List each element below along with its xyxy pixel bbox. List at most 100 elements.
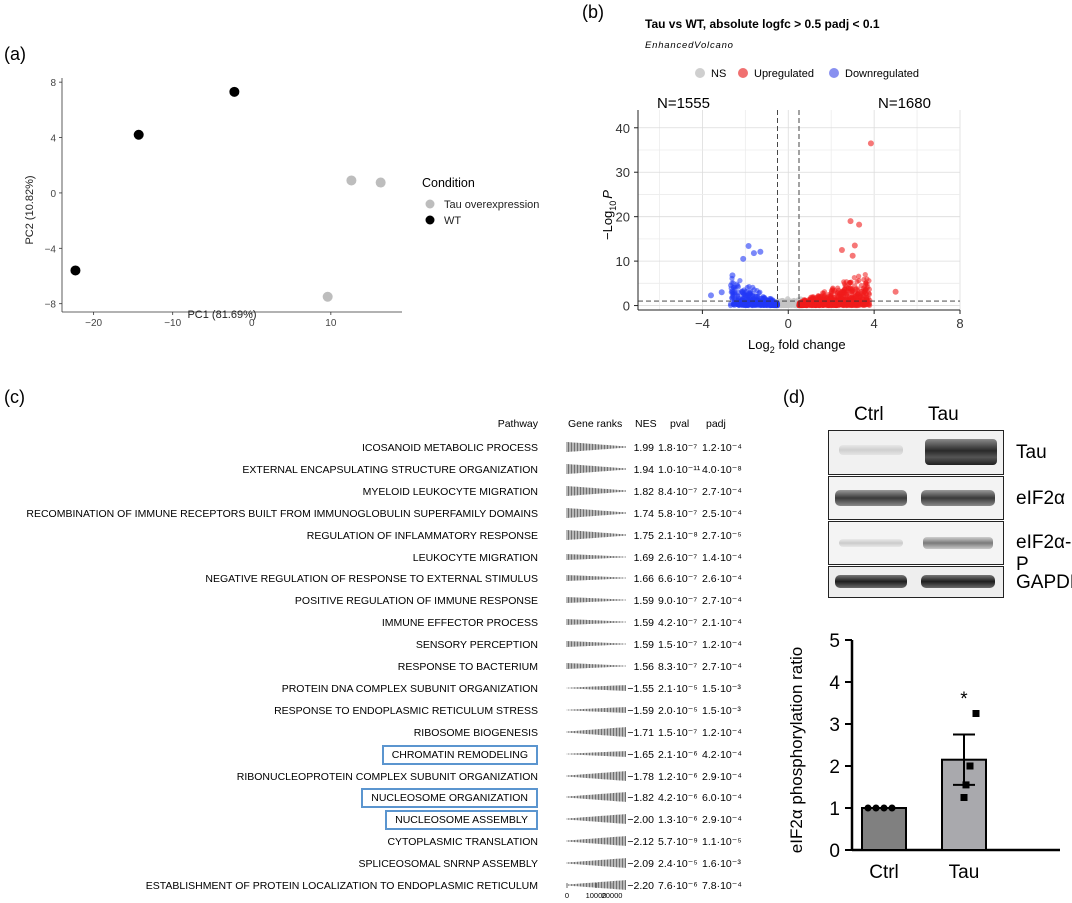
gsea-nes: −2.12: [627, 836, 654, 849]
gsea-pathway: RESPONSE TO ENDOPLASMIC RETICULUM STRESS: [274, 704, 538, 717]
volcano-point-up: [823, 301, 829, 308]
gsea-nes: −1.65: [627, 748, 654, 761]
gsea-pathway: REGULATION OF INFLAMMATORY RESPONSE: [306, 529, 538, 542]
volcano-legend-up-symbol: [738, 68, 748, 78]
volcano-annotation-right: N=1680: [878, 95, 931, 112]
gsea-row: SPLICEOSOMAL SNRNP ASSEMBLY −2.09 2.4·10⁻⁵…: [0, 858, 760, 880]
eif2a-bar-chart: 0 1 2 3 4 5 Ctrl Tau * eIF2α phosphorylation rat…: [787, 631, 1060, 883]
gsea-header-gene-ranks: Gene ranks: [568, 418, 623, 430]
gsea-table: Pathway Gene ranks NES pval padj ICOSANO…: [0, 410, 760, 903]
gsea-padj: 1.2·10⁻⁴: [702, 639, 742, 652]
eif2a-p-band-tau: [923, 537, 993, 549]
bar-y-tick-label: 1: [829, 799, 840, 820]
volcano-point-down: [767, 302, 773, 309]
gsea-padj: 2.9·10⁻⁴: [702, 770, 742, 783]
pca-point: [229, 86, 240, 97]
gsea-gene-rank-plot: [566, 529, 626, 540]
gsea-nes: 1.59: [633, 595, 654, 608]
gsea-nes: 1.66: [633, 573, 654, 586]
pca-y-tick-label: −8: [45, 300, 57, 311]
gsea-pval: 5.8·10⁻⁷: [658, 507, 698, 520]
gsea-nes: −2.00: [627, 814, 654, 827]
volcano-point-up: [851, 242, 858, 249]
volcano-point-up: [847, 280, 854, 286]
gsea-row: RECOMBINATION OF IMMUNE RECEPTORS BUILT …: [0, 507, 760, 530]
gsea-padj: 2.6·10⁻⁴: [702, 573, 742, 586]
bar-ylabel: eIF2α phosphorylation ratio: [787, 647, 806, 853]
gsea-pval: 8.4·10⁻⁷: [658, 485, 698, 498]
volcano-point-up: [855, 302, 861, 308]
volcano-title: Tau vs WT, absolute logfc > 0.5 padj < 0…: [645, 17, 880, 31]
gsea-nes: 1.99: [633, 442, 654, 454]
volcano-point-down: [750, 293, 756, 299]
pca-x-tick-label: −10: [164, 318, 181, 329]
gsea-row: EXTERNAL ENCAPSULATING STRUCTURE ORGANIZ…: [0, 463, 760, 486]
bar-significance: *: [960, 689, 968, 710]
tau-band-tau: [925, 439, 997, 465]
eif2a-band-ctrl: [835, 490, 907, 506]
gsea-gene-rank-plot: [566, 463, 626, 474]
volcano-point-down: [727, 302, 734, 309]
pca-y-tick-label: 0: [50, 189, 56, 200]
gsea-row: CHROMATIN REMODELING −1.65 2.1·10⁻⁶ 4.2·10⁻…: [0, 744, 760, 771]
gsea-pathway: RIBOSOME BIOGENESIS: [413, 726, 538, 739]
bar-point-tau: [966, 762, 974, 770]
gsea-gene-rank-plot: [566, 706, 626, 713]
pca-x-tick-label: 10: [325, 318, 337, 329]
volcano-point-down: [757, 248, 764, 255]
bar-point-ctrl: [880, 804, 888, 812]
pca-point: [133, 129, 144, 140]
gsea-pval: 2.1·10⁻⁸: [658, 529, 698, 542]
pca-point: [346, 175, 357, 186]
pca-y-tick-label: 8: [50, 78, 56, 89]
gsea-row: PROTEIN DNA COMPLEX SUBUNIT ORGANIZATION…: [0, 683, 760, 705]
pca-legend-tau-label: Tau overexpression: [444, 199, 539, 211]
bar-y-tick-label: 5: [829, 631, 840, 652]
pca-y-tick-label: 4: [50, 134, 56, 145]
volcano-legend-down-label: Downregulated: [845, 68, 919, 80]
gsea-padj: 4.0·10⁻⁸: [702, 463, 742, 476]
volcano-point-up: [808, 297, 814, 303]
gsea-pathway: SPLICEOSOMAL SNRNP ASSEMBLY: [358, 858, 538, 871]
volcano-x-tick-label: −4: [695, 316, 710, 331]
gsea-pathway: EXTERNAL ENCAPSULATING STRUCTURE ORGANIZ…: [242, 463, 538, 476]
pca-x-tick-label: 0: [249, 318, 255, 329]
gsea-nes: 1.56: [633, 661, 654, 673]
volcano-y-tick-label: 0: [623, 299, 630, 314]
gsea-nes: 1.74: [633, 507, 654, 520]
pca-legend-title: Condition: [422, 176, 475, 190]
volcano-point-down: [730, 280, 736, 286]
volcano-point-down: [718, 289, 725, 296]
gsea-nes: 1.94: [633, 463, 654, 476]
gsea-header-padj: padj: [706, 418, 726, 430]
volcano-point-down: [753, 300, 760, 307]
volcano-point-down: [730, 284, 737, 290]
bar-point-ctrl: [864, 804, 872, 812]
gsea-gene-rank-plot: [566, 575, 626, 582]
gsea-pathway: RESPONSE TO BACTERIUM: [397, 661, 538, 673]
volcano-point-up: [865, 300, 871, 306]
gsea-row: POSITIVE REGULATION OF IMMUNE RESPONSE 1.…: [0, 595, 760, 617]
gsea-header-pval: pval: [670, 418, 690, 430]
volcano-x-tick-label: 0: [785, 316, 792, 331]
gsea-pval: 2.1·10⁻⁶: [658, 748, 698, 761]
bar-point-tau: [972, 710, 980, 717]
gsea-gene-rank-plot: [566, 726, 626, 737]
tau-band-ctrl: [839, 445, 903, 455]
gsea-row: REGULATION OF INFLAMMATORY RESPONSE 1.75 2…: [0, 529, 760, 552]
gsea-pval: 4.2·10⁻⁶: [658, 792, 698, 805]
gsea-pathway: PROTEIN DNA COMPLEX SUBUNIT ORGANIZATION: [281, 682, 538, 695]
volcano-point-up: [856, 221, 863, 228]
gsea-row: NEGATIVE REGULATION OF RESPONSE TO EXTER…: [0, 573, 760, 595]
pca-legend-wt-label: WT: [444, 215, 461, 227]
volcano-point-down: [737, 277, 743, 284]
gsea-pathway: NUCLEOSOME ORGANIZATION: [361, 788, 538, 809]
gsea-pathway: NUCLEOSOME ASSEMBLY: [385, 810, 538, 831]
gsea-pathway: POSITIVE REGULATION OF IMMUNE RESPONSE: [294, 595, 538, 608]
pca-point: [375, 177, 386, 188]
gsea-pathway: ICOSANOID METABOLIC PROCESS: [361, 442, 538, 454]
volcano-subtitle: EnhancedVolcano: [645, 40, 734, 51]
gsea-gene-rank-plot: [566, 553, 626, 560]
bar-x-tick-label: Tau: [949, 862, 980, 883]
volcano-point-ns: [780, 301, 787, 308]
